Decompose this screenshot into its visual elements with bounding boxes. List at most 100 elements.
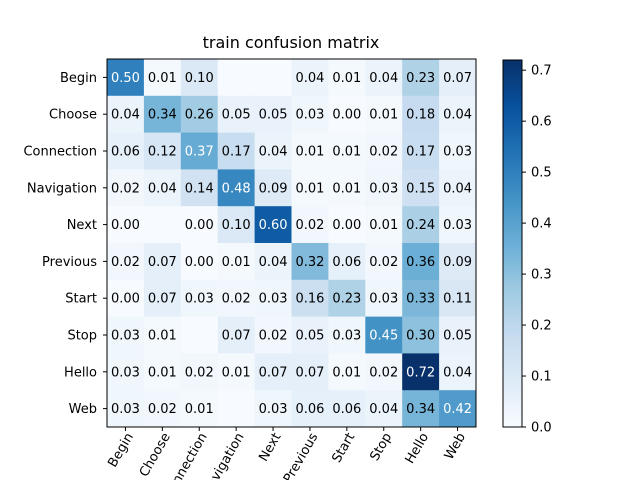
heatmap-cell (328, 353, 366, 391)
cell-value-label: 0.34 (406, 402, 435, 417)
heatmap-cell (291, 169, 329, 207)
heatmap-cell (365, 316, 403, 354)
heatmap-cell-labels: 0.50 0.01 0.10 0.04 0.01 0.04 0.23 0.07 0.04 0.34… (111, 71, 472, 417)
heatmap-cell (291, 59, 329, 97)
heatmap-cell (291, 132, 329, 170)
heatmap-cell (180, 390, 219, 428)
cell-value-label: 0.02 (148, 402, 177, 417)
heatmap-cell (439, 169, 477, 207)
heatmap-cell (291, 95, 329, 134)
heatmap-cell (217, 279, 256, 318)
heatmap-cell (254, 353, 292, 391)
heatmap-cell (217, 316, 256, 354)
heatmap-cell (217, 390, 256, 428)
cell-value-label: 0.72 (406, 365, 435, 380)
heatmap-cell (180, 316, 219, 354)
cell-value-label: 0.16 (295, 292, 324, 307)
cell-value-label: 0.37 (185, 145, 214, 160)
x-tick-label: Hello (403, 430, 432, 466)
cell-value-label: 0.34 (148, 108, 177, 123)
cell-value-label: 0.24 (406, 218, 435, 233)
cell-value-label: 0.03 (111, 365, 140, 380)
cell-value-label: 0.15 (406, 181, 435, 196)
cell-value-label: 0.00 (185, 218, 214, 233)
heatmap-cell (180, 132, 219, 170)
y-tick-label: Next (67, 218, 97, 233)
heatmap-cell (291, 243, 329, 281)
cell-value-label: 0.04 (259, 145, 288, 160)
cell-value-label: 0.01 (148, 329, 177, 344)
cell-value-label: 0.03 (369, 181, 398, 196)
x-tick-label: Choose (137, 431, 174, 480)
heatmap-cell (402, 132, 440, 170)
cell-value-label: 0.01 (148, 365, 177, 380)
heatmap-cell (402, 316, 440, 354)
heatmap-cell (180, 353, 219, 391)
heatmap-cell (143, 59, 182, 97)
colorbar-tick-label: 0.6 (531, 115, 552, 130)
heatmap-cell (402, 243, 440, 281)
y-tick-label: Previous (42, 255, 97, 270)
cell-value-label: 0.00 (185, 255, 214, 270)
cell-value-label: 0.02 (259, 329, 288, 344)
cell-value-label: 0.03 (295, 108, 324, 123)
cell-value-label: 0.03 (111, 329, 140, 344)
cell-value-label: 0.48 (222, 181, 251, 196)
heatmap-cells (107, 59, 477, 428)
heatmap-cell (365, 59, 403, 97)
y-tick-label: Choose (49, 108, 97, 123)
cell-value-label: 0.06 (332, 255, 361, 270)
heatmap-cell (402, 353, 440, 391)
cell-value-label: 0.04 (259, 255, 288, 270)
cell-value-label: 0.12 (148, 145, 177, 160)
cell-value-label: 0.03 (185, 292, 214, 307)
heatmap-cell (180, 95, 219, 134)
heatmap-cell (107, 353, 145, 391)
cell-value-label: 0.02 (185, 365, 214, 380)
heatmap-cell (365, 243, 403, 281)
cell-value-label: 0.04 (111, 108, 140, 123)
cell-value-label: 0.18 (406, 108, 435, 123)
cell-value-label: 0.03 (369, 292, 398, 307)
heatmap-cell (402, 59, 440, 97)
cell-value-label: 0.50 (111, 71, 140, 86)
cell-value-label: 0.09 (443, 255, 472, 270)
heatmap-cell (217, 59, 256, 97)
cell-value-label: 0.07 (222, 329, 251, 344)
y-tick-label: Web (69, 402, 97, 417)
heatmap-cell (402, 169, 440, 207)
cell-value-label: 0.01 (369, 108, 398, 123)
heatmap-cell (291, 390, 329, 428)
chart-title: train confusion matrix (203, 33, 380, 52)
heatmap-cell (365, 169, 403, 207)
heatmap-cell (143, 390, 182, 428)
heatmap-cell (328, 390, 366, 428)
heatmap-cell (143, 169, 182, 207)
cell-value-label: 0.05 (222, 108, 251, 123)
heatmap-cell (402, 95, 440, 134)
cell-value-label: 0.23 (332, 292, 361, 307)
heatmap-cell (143, 316, 182, 354)
cell-value-label: 0.02 (111, 181, 140, 196)
cell-value-label: 0.07 (295, 365, 324, 380)
heatmap-cell (143, 353, 182, 391)
cell-value-label: 0.02 (369, 255, 398, 270)
colorbar-tick-label: 0.4 (531, 217, 552, 232)
cell-value-label: 0.10 (222, 218, 251, 233)
colorbar-tick-label: 0.3 (531, 268, 552, 283)
heatmap-cell (439, 206, 477, 244)
heatmap-cell (328, 243, 366, 281)
heatmap-cell (107, 59, 145, 97)
heatmap-cell (254, 316, 292, 354)
y-tick-label: Connection (23, 145, 97, 160)
heatmap-cell (254, 59, 292, 97)
y-tick-label: Begin (60, 71, 97, 86)
heatmap-cell (217, 132, 256, 170)
heatmap-cell (217, 95, 256, 134)
cell-value-label: 0.03 (111, 402, 140, 417)
cell-value-label: 0.02 (369, 365, 398, 380)
x-tick-label: Stop (367, 431, 395, 464)
cell-value-label: 0.02 (369, 145, 398, 160)
